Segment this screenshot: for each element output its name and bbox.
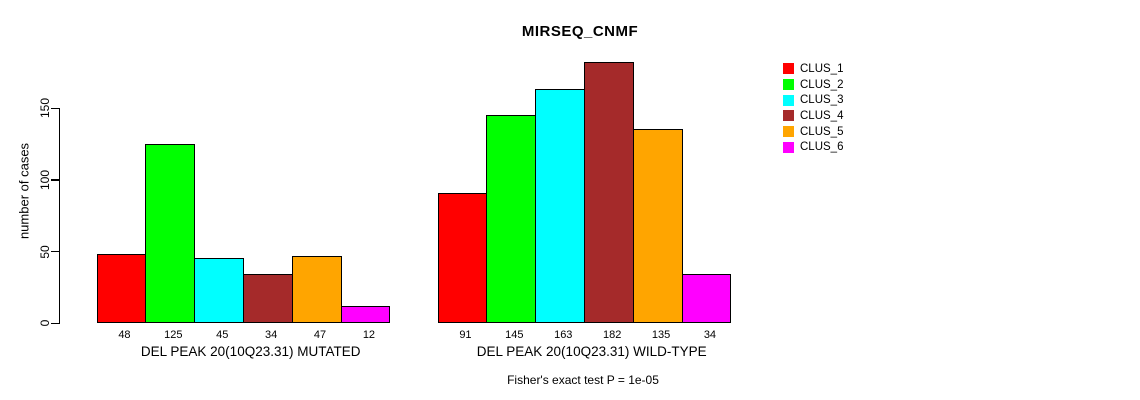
y-tick-label: 100 <box>38 169 52 190</box>
legend-swatch-icon <box>783 94 794 106</box>
bar-clus_6 <box>341 305 390 323</box>
legend-swatch-icon <box>783 63 794 75</box>
y-tick-label: 50 <box>38 244 52 259</box>
bar-clus_5 <box>633 128 683 323</box>
legend-item: CLUS_5 <box>783 124 843 140</box>
legend-swatch-icon <box>783 79 794 91</box>
legend-label: CLUS_5 <box>800 125 844 138</box>
bar-value-label: 163 <box>554 329 573 341</box>
y-tick-label: 0 <box>38 319 52 327</box>
bar-value-label: 125 <box>164 329 183 341</box>
bar-clus_4 <box>584 61 634 323</box>
group-label: DEL PEAK 20(10Q23.31) MUTATED <box>140 344 361 359</box>
group-label: DEL PEAK 20(10Q23.31) WILD-TYPE <box>476 344 707 359</box>
legend-label: CLUS_1 <box>800 62 844 75</box>
chart-title: MIRSEQ_CNMF <box>521 23 639 40</box>
bar-value-label: 34 <box>703 329 717 341</box>
y-tick-mark <box>50 107 59 109</box>
legend-label: CLUS_3 <box>800 94 844 107</box>
bar-clus_3 <box>535 88 585 323</box>
y-tick-mark <box>50 179 59 181</box>
footer-caption: Fisher's exact test P = 1e-05 <box>507 373 659 387</box>
bar-clus_5 <box>292 255 342 323</box>
bar-clus_3 <box>194 257 244 323</box>
legend-item: CLUS_1 <box>783 61 843 77</box>
bar-clus_4 <box>243 273 293 323</box>
bar-value-label: 91 <box>459 329 472 341</box>
bar-value-label: 12 <box>362 329 376 341</box>
bar-value-label: 34 <box>265 329 278 341</box>
bar-clus_2 <box>486 114 536 323</box>
legend-item: CLUS_3 <box>783 92 843 108</box>
legend-item: CLUS_4 <box>783 108 843 124</box>
y-tick-mark <box>50 322 59 324</box>
y-tick-mark <box>50 250 59 253</box>
bar-clus_1 <box>97 253 146 323</box>
bar-clus_2 <box>145 143 195 323</box>
legend-swatch-icon <box>783 126 794 138</box>
legend-label: CLUS_2 <box>800 78 844 91</box>
legend-swatch-icon <box>783 141 794 153</box>
legend: CLUS_1 CLUS_2 CLUS_3 CLUS_4 CLUS_5 CLUS_6 <box>783 61 843 155</box>
bar-value-label: 135 <box>651 329 671 341</box>
bar-value-label: 45 <box>216 329 229 341</box>
bar-value-label: 47 <box>313 329 327 341</box>
bar-value-label: 182 <box>602 329 622 341</box>
y-axis-line <box>58 107 60 324</box>
bar-clus_6 <box>682 273 731 323</box>
legend-label: CLUS_4 <box>800 109 844 122</box>
y-tick-label: 150 <box>38 98 52 119</box>
bar-value-label: 48 <box>118 329 131 341</box>
legend-swatch-icon <box>783 110 794 122</box>
legend-item: CLUS_6 <box>783 139 843 155</box>
bar-clus_1 <box>438 192 487 323</box>
y-axis-label: number of cases <box>16 142 32 240</box>
legend-item: CLUS_2 <box>783 77 843 93</box>
bar-value-label: 145 <box>505 329 524 341</box>
legend-label: CLUS_6 <box>800 141 844 154</box>
